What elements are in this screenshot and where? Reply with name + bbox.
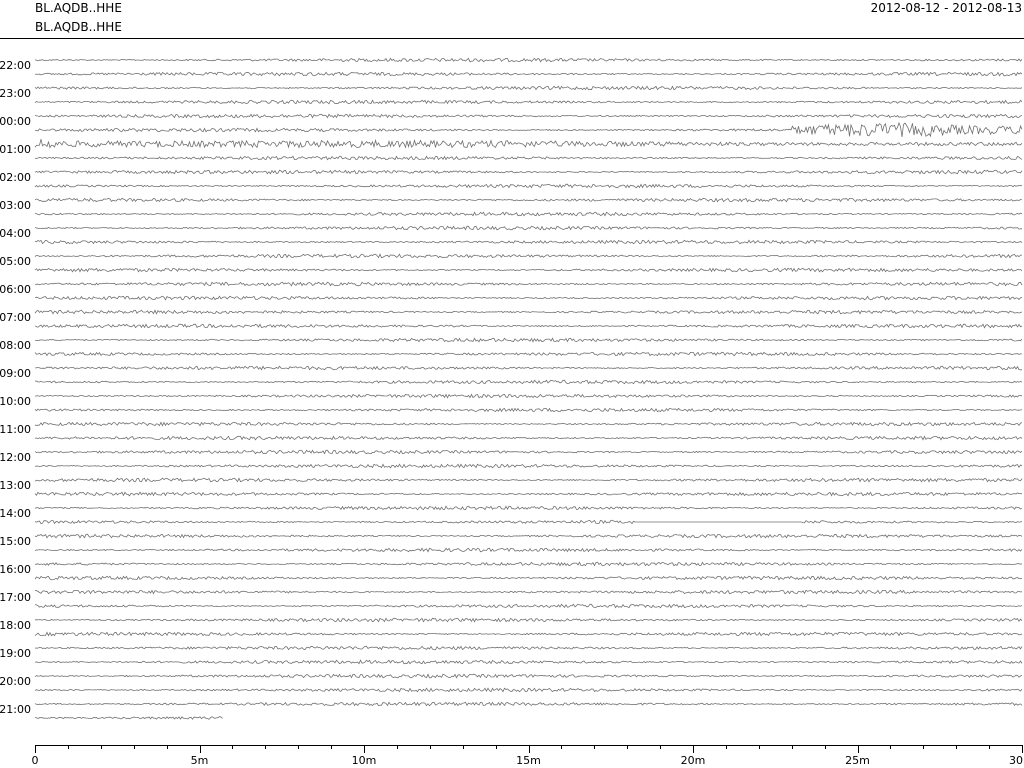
hour-tick-label: 13:00 <box>0 479 31 492</box>
hour-tick-label: 23:00 <box>0 87 31 100</box>
trace-row <box>34 659 1023 665</box>
trace-row <box>34 491 1023 497</box>
hour-tick-label: 22:00 <box>0 59 31 72</box>
hour-tick-label: 15:00 <box>0 535 31 548</box>
trace-row <box>34 505 1023 511</box>
trace-row <box>34 393 1022 399</box>
trace-row <box>34 407 1023 413</box>
trace-group <box>34 57 1023 720</box>
trace-row <box>34 687 1023 693</box>
date-range-label: 2012-08-12 - 2012-08-13 <box>870 1 1022 15</box>
trace-row <box>34 449 1023 455</box>
hour-tick-label: 00:00 <box>0 115 31 128</box>
trace-row <box>34 351 1022 357</box>
trace-row <box>35 365 1022 371</box>
trace-row <box>34 253 1023 259</box>
trace-row <box>34 267 1023 273</box>
trace-row <box>34 435 1023 441</box>
x-axis: 0 5m 10m 15m 20m 25m 30 <box>32 745 1023 767</box>
trace-row <box>34 113 1023 119</box>
trace-row <box>34 211 1023 217</box>
x-tick-label: 20m <box>681 754 706 767</box>
x-tick-label: 0 <box>32 754 39 767</box>
trace-row <box>34 169 1023 175</box>
trace-row <box>34 71 1023 77</box>
hour-tick-label: 08:00 <box>0 339 31 352</box>
trace-row <box>34 631 1023 637</box>
hour-tick-label: 16:00 <box>0 563 31 576</box>
trace-row <box>34 57 1023 63</box>
hour-tick-label: 17:00 <box>0 591 31 604</box>
trace-row <box>34 701 1023 707</box>
trace-row <box>35 121 1023 138</box>
x-tick-label: 25m <box>845 754 870 767</box>
trace-row <box>34 477 1023 483</box>
trace-row <box>34 309 1023 315</box>
station-title: BL.AQDB..HHE <box>35 1 122 15</box>
trace-row <box>34 463 1023 469</box>
hour-label-group: 22:00 23:00 00:00 01:00 02:00 03:00 04:00 05:00… <box>0 59 31 716</box>
trace-row <box>34 519 1023 525</box>
x-tick-label: 10m <box>352 754 377 767</box>
hour-tick-label: 20:00 <box>0 675 31 688</box>
trace-row <box>34 295 1023 301</box>
x-tick-label: 5m <box>191 754 209 767</box>
hour-tick-label: 01:00 <box>0 143 31 156</box>
trace-row <box>34 617 1023 623</box>
trace-row <box>34 547 1023 553</box>
trace-row <box>34 673 1023 679</box>
trace-row <box>34 716 223 720</box>
trace-row <box>34 239 1023 245</box>
trace-row <box>34 589 1023 595</box>
hour-tick-label: 10:00 <box>0 395 31 408</box>
trace-row <box>34 575 1023 581</box>
trace-row <box>34 197 1023 203</box>
hour-tick-label: 11:00 <box>0 423 31 436</box>
hour-tick-label: 03:00 <box>0 199 31 212</box>
hour-tick-label: 18:00 <box>0 619 31 632</box>
trace-row <box>34 99 1023 105</box>
hour-tick-label: 05:00 <box>0 255 31 268</box>
trace-row <box>34 138 1023 149</box>
trace-row <box>34 379 1023 385</box>
trace-row <box>34 281 1023 287</box>
hour-tick-label: 12:00 <box>0 451 31 464</box>
hour-tick-label: 04:00 <box>0 227 31 240</box>
trace-row <box>34 225 1023 231</box>
trace-row <box>34 323 1023 329</box>
trace-row <box>35 337 1023 343</box>
station-subtitle: BL.AQDB..HHE <box>35 20 122 34</box>
hour-tick-label: 09:00 <box>0 367 31 380</box>
trace-row <box>34 603 1023 609</box>
hour-tick-label: 14:00 <box>0 507 31 520</box>
x-tick-label: 15m <box>516 754 541 767</box>
trace-row <box>34 155 1023 161</box>
trace-row <box>34 183 1023 189</box>
trace-row <box>34 533 1023 539</box>
trace-row <box>34 561 1023 567</box>
hour-tick-label: 06:00 <box>0 283 31 296</box>
trace-row <box>34 645 1023 651</box>
x-tick-label: 30 <box>1009 754 1023 767</box>
hour-tick-label: 07:00 <box>0 311 31 324</box>
trace-row <box>34 421 1023 427</box>
hour-tick-label: 19:00 <box>0 647 31 660</box>
trace-row <box>34 85 1023 91</box>
hour-tick-label: 02:00 <box>0 171 31 184</box>
hour-tick-label: 21:00 <box>0 703 31 716</box>
